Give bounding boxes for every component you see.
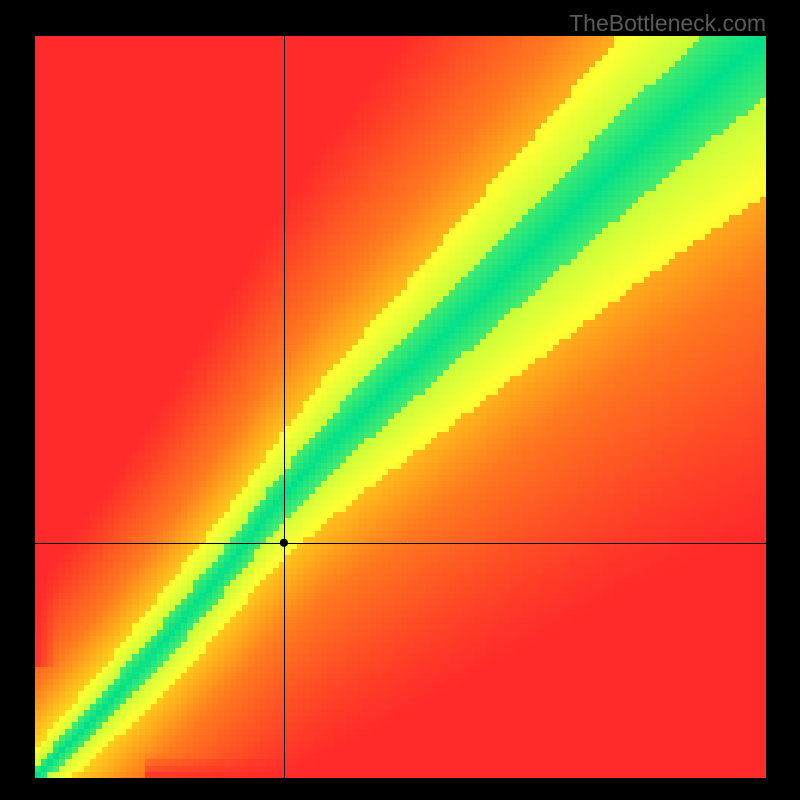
bottleneck-heatmap [35, 36, 766, 778]
attribution-text: TheBottleneck.com [569, 10, 766, 37]
chart-container: TheBottleneck.com [0, 0, 800, 800]
